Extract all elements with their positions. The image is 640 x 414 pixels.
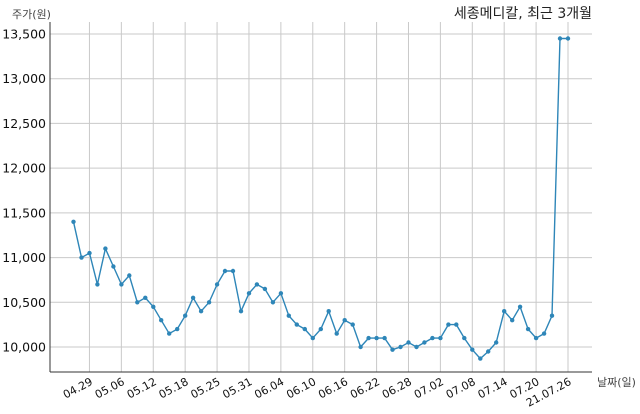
x-axis-label: 날짜(일) — [597, 375, 636, 389]
data-point — [214, 282, 220, 287]
data-point — [310, 335, 315, 341]
x-tick-label: 05.12 — [125, 375, 159, 401]
data-point — [549, 313, 555, 318]
x-tick-label: 05.25 — [189, 375, 223, 401]
data-point — [517, 304, 523, 309]
data-point — [342, 318, 347, 323]
data-point — [143, 295, 148, 300]
data-point — [71, 219, 76, 224]
data-point — [533, 335, 539, 341]
data-point — [270, 300, 276, 305]
data-point — [175, 326, 180, 332]
data-point — [286, 313, 291, 318]
data-point — [525, 326, 531, 332]
data-point — [478, 356, 483, 361]
data-point — [103, 246, 108, 251]
y-tick-label: 10,000 — [2, 340, 46, 355]
data-point — [95, 282, 100, 287]
y-tick-label: 13,500 — [2, 27, 46, 42]
data-point — [326, 309, 331, 314]
data-point — [382, 335, 387, 341]
axes — [49, 22, 592, 373]
data-point — [358, 344, 363, 350]
price-series — [71, 36, 571, 361]
x-tick-label: 06.16 — [316, 375, 350, 401]
series-line — [72, 37, 568, 360]
x-tick-label: 06.04 — [252, 375, 286, 401]
data-point — [238, 309, 244, 314]
y-tick-label: 12,500 — [2, 116, 46, 131]
data-point — [151, 304, 156, 309]
data-point — [159, 318, 164, 323]
data-point — [430, 335, 435, 341]
data-point — [398, 344, 403, 350]
y-tick-label: 11,500 — [2, 205, 46, 220]
data-point — [486, 349, 491, 354]
y-tick-label: 12,000 — [2, 161, 46, 176]
data-point — [87, 250, 92, 256]
data-point — [470, 347, 475, 352]
data-point — [262, 286, 268, 292]
x-tick-label: 06.28 — [380, 375, 414, 401]
data-point — [334, 331, 339, 336]
x-tick-label: 06.10 — [284, 375, 318, 401]
data-point — [414, 344, 419, 350]
data-point — [462, 335, 467, 341]
data-point — [230, 268, 236, 274]
data-point — [206, 300, 212, 305]
y-tick-label: 10,500 — [2, 295, 46, 310]
y-axis-label: 주가(원) — [12, 8, 51, 21]
data-point — [374, 335, 379, 341]
data-point — [302, 326, 307, 332]
data-point — [565, 36, 571, 41]
data-point — [294, 322, 299, 327]
data-point — [366, 335, 371, 341]
data-point — [502, 309, 507, 314]
x-tick-label: 05.06 — [93, 375, 127, 401]
data-point — [318, 326, 323, 332]
data-point — [406, 340, 411, 345]
x-tick-labels: 04.2905.0605.1205.1805.2505.3106.0406.10… — [61, 375, 573, 409]
data-point — [119, 282, 124, 287]
x-tick-label: 04.29 — [61, 375, 95, 401]
data-point — [510, 318, 515, 323]
data-point — [278, 291, 284, 296]
data-point — [422, 340, 427, 345]
data-point — [167, 331, 172, 336]
data-point — [127, 273, 132, 278]
data-point — [494, 340, 499, 345]
data-point — [198, 309, 204, 314]
data-point — [254, 282, 260, 287]
data-point — [541, 331, 547, 336]
data-point — [183, 313, 188, 318]
x-tick-label: 05.31 — [220, 375, 254, 401]
data-point — [111, 264, 116, 269]
y-tick-label: 11,000 — [2, 250, 46, 265]
data-point — [190, 295, 196, 300]
y-tick-label: 13,000 — [2, 71, 46, 86]
x-tick-label: 07.08 — [444, 375, 478, 401]
data-point — [79, 255, 84, 260]
x-tick-label: 07.02 — [412, 375, 446, 401]
data-point — [246, 291, 252, 296]
data-point — [557, 36, 563, 41]
data-point — [438, 335, 443, 341]
chart-title: 세종메디칼, 최근 3개월 — [454, 6, 592, 22]
data-point — [390, 347, 395, 352]
data-point — [135, 300, 140, 305]
x-tick-label: 06.22 — [348, 375, 382, 401]
data-point — [454, 322, 459, 327]
x-tick-label: 07.14 — [476, 375, 510, 401]
x-tick-label: 05.18 — [157, 375, 191, 401]
data-point — [446, 322, 451, 327]
data-point — [222, 268, 228, 274]
y-tick-labels: 10,000 10,500 11,000 11,500 12,000 12,500 13,0… — [2, 27, 46, 355]
data-point — [350, 322, 355, 327]
